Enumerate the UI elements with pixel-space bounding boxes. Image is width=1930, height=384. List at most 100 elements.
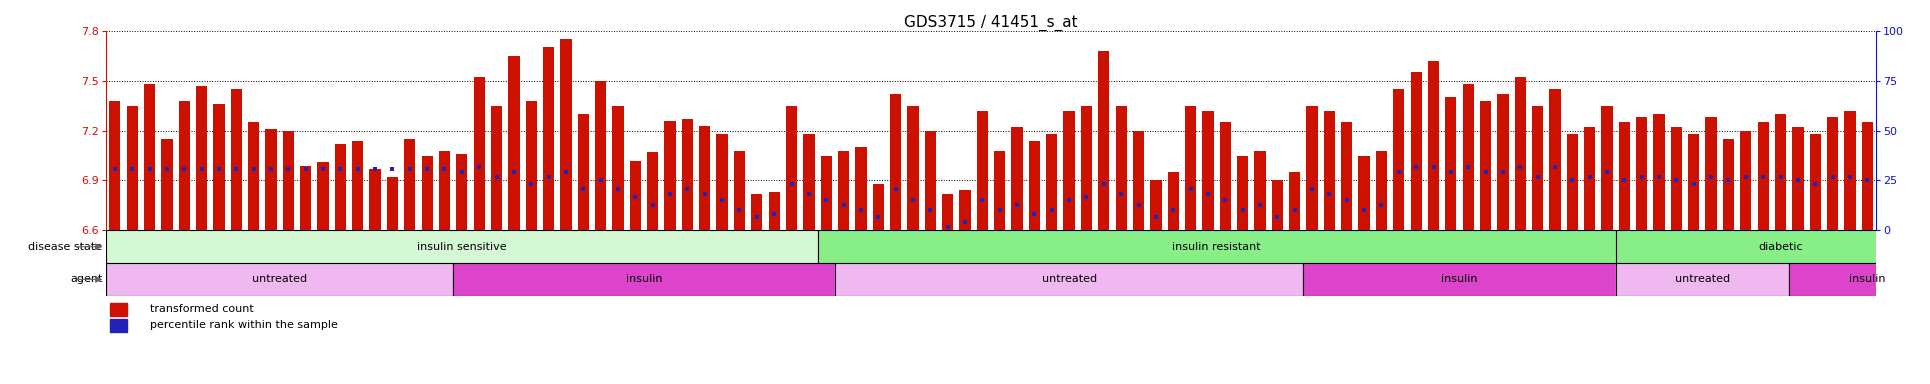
Bar [1428, 61, 1440, 230]
Point [1783, 177, 1814, 184]
Point [272, 166, 303, 172]
Bar [179, 101, 189, 230]
Bar [1116, 106, 1127, 230]
Point [168, 166, 199, 172]
Point [620, 194, 650, 200]
Point [411, 166, 442, 172]
Bar [106, 263, 454, 296]
Text: untreated: untreated [1675, 274, 1729, 285]
Point [237, 166, 268, 172]
Bar [110, 303, 127, 316]
Point [1106, 191, 1137, 197]
Bar [386, 177, 398, 230]
Bar [577, 114, 589, 230]
Bar [803, 134, 814, 230]
Point [654, 191, 685, 197]
Point [481, 174, 511, 180]
Bar [1202, 111, 1214, 230]
Text: insulin: insulin [1442, 274, 1478, 285]
Point [1558, 177, 1588, 184]
Bar [1532, 106, 1544, 230]
Bar [1828, 117, 1837, 230]
Bar [369, 169, 380, 230]
Point [342, 166, 372, 172]
Point [1002, 202, 1033, 209]
Point [498, 169, 529, 175]
Point [1193, 191, 1224, 197]
Point [1644, 174, 1675, 180]
Bar [247, 122, 259, 230]
Bar [1359, 156, 1370, 230]
Bar [455, 154, 467, 230]
Bar [560, 39, 571, 230]
Point [185, 166, 216, 172]
Point [1245, 202, 1276, 209]
Bar [127, 106, 137, 230]
Bar [924, 131, 936, 230]
Point [672, 186, 703, 192]
Bar [1602, 106, 1613, 230]
Point [1227, 207, 1258, 214]
Text: untreated: untreated [1042, 274, 1096, 285]
Bar [818, 230, 1615, 263]
Bar [542, 47, 554, 230]
Bar [403, 139, 415, 230]
Bar [334, 144, 345, 230]
Point [602, 186, 633, 192]
Bar [110, 319, 127, 332]
Bar [438, 151, 450, 230]
Bar [454, 263, 836, 296]
Bar [1237, 156, 1249, 230]
Point [897, 197, 928, 204]
Bar [1168, 172, 1179, 230]
Point [567, 186, 598, 192]
Bar [110, 101, 120, 230]
Text: untreated: untreated [253, 274, 307, 285]
Bar [1615, 230, 1930, 263]
Bar [1741, 131, 1751, 230]
Point [359, 166, 390, 172]
Point [1714, 177, 1745, 184]
Bar [716, 134, 728, 230]
Bar [1723, 139, 1735, 230]
Point [1731, 174, 1762, 180]
Point [1314, 191, 1345, 197]
Point [1175, 186, 1206, 192]
Point [1523, 174, 1554, 180]
Point [1766, 174, 1797, 180]
Point [1019, 211, 1050, 217]
Bar [733, 151, 745, 230]
Bar [612, 106, 623, 230]
Point [1505, 164, 1536, 170]
Text: diabetic: diabetic [1758, 242, 1803, 252]
Bar [1550, 89, 1561, 230]
Bar [977, 111, 988, 230]
Bar [942, 194, 953, 230]
Bar [1307, 106, 1318, 230]
Point [637, 202, 668, 209]
Point [116, 166, 147, 172]
Point [724, 207, 755, 214]
Bar [299, 166, 311, 230]
Bar [1185, 106, 1197, 230]
Point [376, 166, 407, 172]
Point [1610, 177, 1640, 184]
Point [1036, 207, 1067, 214]
Bar [1376, 151, 1388, 230]
Bar [907, 106, 919, 230]
Text: insulin resistant: insulin resistant [1172, 242, 1260, 252]
Point [1488, 169, 1519, 175]
Point [811, 197, 841, 204]
Point [1210, 197, 1241, 204]
Point [1349, 207, 1380, 214]
Point [1835, 174, 1866, 180]
Point [1627, 174, 1658, 180]
Point [828, 202, 859, 209]
Bar [1515, 77, 1527, 230]
Point [1453, 164, 1484, 170]
Point [1419, 164, 1449, 170]
Point [1662, 177, 1693, 184]
Point [446, 169, 477, 175]
Bar [647, 152, 658, 230]
Point [793, 191, 824, 197]
